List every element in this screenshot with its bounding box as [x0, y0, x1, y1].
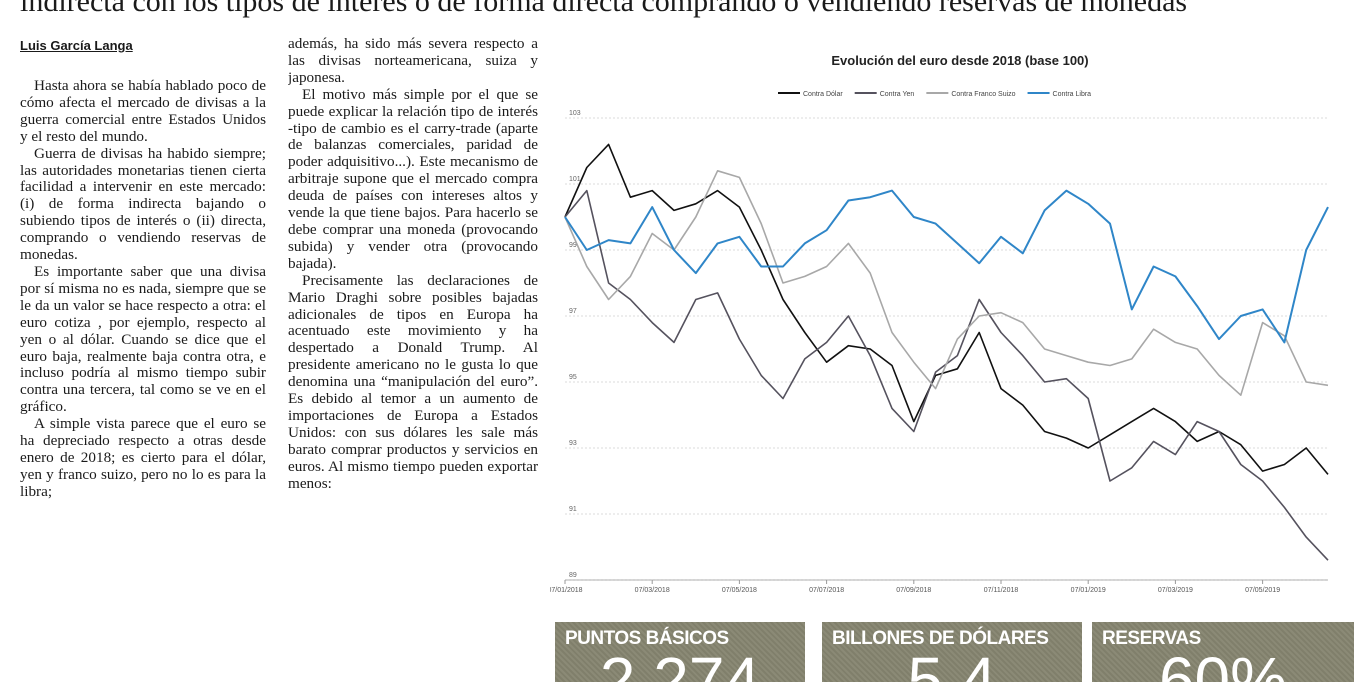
series-line [564, 189, 1329, 561]
paragraph: Hasta ahora se había hablado poco de cóm… [20, 78, 266, 145]
paragraph: Precisamente las declaraciones de Mario … [288, 271, 538, 492]
headline: indirecta con los tipos de interés o de … [20, 0, 1188, 18]
x-tick-label: 07/01/2019 [1071, 587, 1106, 594]
y-tick-label: 95 [569, 374, 577, 381]
y-tick-label: 97 [569, 308, 577, 315]
text-column: Hasta ahora se había hablado poco de cóm… [20, 78, 266, 682]
byline: Luis García Langa [20, 38, 133, 53]
y-tick-label: 101 [569, 176, 581, 183]
y-tick-label: 89 [569, 572, 577, 579]
legend-label: Contra Franco Suizo [951, 91, 1015, 98]
chart: Evolución del euro desde 2018 (base 100)… [550, 53, 1329, 594]
x-tick-label: 07/09/2018 [896, 587, 931, 594]
paragraph: El motivo más simple por el que se puede… [288, 85, 538, 272]
legend-label: Contra Yen [880, 91, 915, 98]
stat-box: PUNTOS BÁSICOS 2.274 [555, 622, 805, 682]
text-column: además, ha sido más severa respecto a la… [288, 36, 538, 682]
x-tick-label: 07/11/2018 [984, 587, 1019, 594]
y-tick-label: 93 [569, 440, 577, 447]
series-line [564, 189, 1329, 344]
x-tick-label: 07/05/2018 [722, 587, 757, 594]
x-tick-label: 07/03/2018 [635, 587, 670, 594]
paragraph: A simple vista parece que el euro se ha … [20, 415, 266, 500]
y-tick-label: 103 [569, 110, 581, 117]
stat-value: 5,4 [907, 644, 997, 682]
stat-box: RESERVAS 60% [1092, 622, 1354, 682]
paragraph: Es importante saber que una divisa por s… [20, 262, 266, 416]
x-tick-label: 07/07/2018 [809, 587, 844, 594]
y-tick-label: 99 [569, 242, 577, 249]
stat-box: BILLONES DE DÓLARES 5,4 [822, 622, 1082, 682]
x-tick-label: 07/03/2019 [1158, 587, 1193, 594]
x-tick-label: 07/01/2018 [550, 587, 583, 594]
paragraph: Guerra de divisas ha habido siempre; las… [20, 144, 266, 264]
x-tick-label: 07/05/2019 [1245, 587, 1280, 594]
chart-title: Evolución del euro desde 2018 (base 100) [831, 53, 1088, 68]
y-tick-label: 91 [569, 506, 577, 513]
legend-label: Contra Dólar [803, 91, 843, 98]
stat-label: RESERVAS [1102, 628, 1201, 649]
stat-label: BILLONES DE DÓLARES [832, 628, 1049, 649]
stat-value: 2.274 [599, 644, 761, 682]
stat-label: PUNTOS BÁSICOS [565, 628, 729, 649]
series-line [564, 143, 1329, 475]
stat-value: 60% [1158, 644, 1288, 682]
legend-label: Contra Libra [1053, 91, 1092, 98]
series-line [564, 170, 1329, 396]
paragraph: además, ha sido más severa respecto a la… [288, 36, 538, 86]
